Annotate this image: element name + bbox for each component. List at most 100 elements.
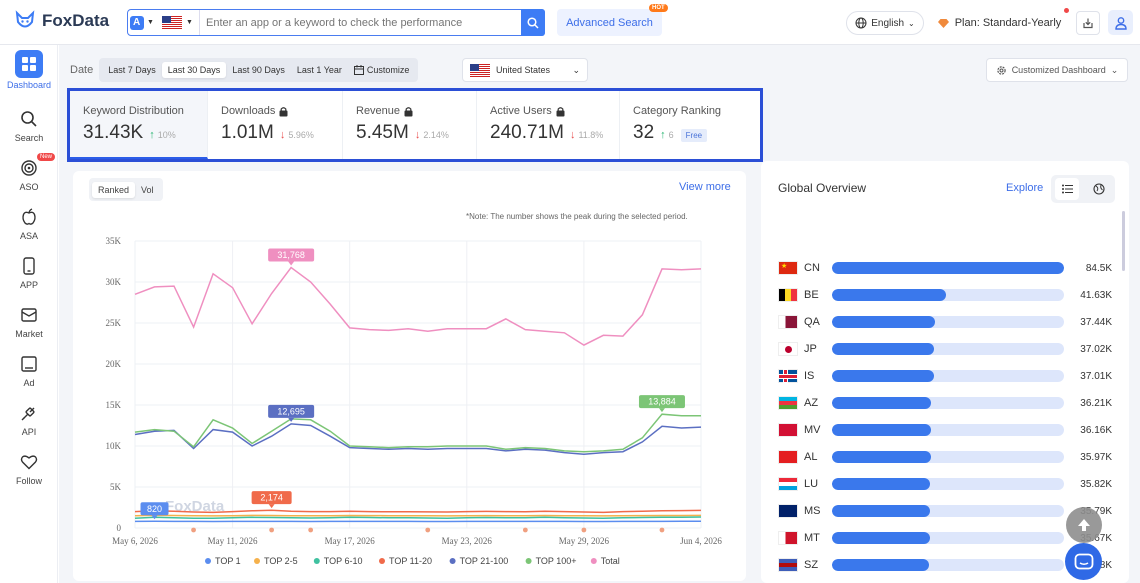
event-marker [659, 527, 665, 533]
map-view-button[interactable] [1087, 178, 1111, 200]
country-bar [832, 316, 1064, 328]
main-content: Date Last 7 Days Last 30 Days Last 90 Da… [59, 45, 1140, 583]
keyword-chart-card: Ranked Vol View more *Note: The number s… [73, 171, 746, 581]
annotation-box [638, 395, 685, 409]
customize-range-button[interactable]: Customize [348, 62, 416, 78]
country-row-al[interactable]: AL 35.97K [778, 450, 1113, 464]
country-selector[interactable]: ▼ [156, 10, 200, 35]
annotation-label: 13,884 [648, 397, 676, 407]
global-overview-card: Global Overview Explore ★ CN 84.5K BE 41.63K… [761, 161, 1129, 583]
sidebar-item-search[interactable]: Search [0, 108, 58, 143]
search-icon [527, 16, 539, 29]
sidebar-label: ASA [19, 231, 38, 241]
tab-vol[interactable]: Vol [141, 184, 154, 195]
sidebar-item-app[interactable]: APP [0, 255, 58, 290]
y-tick-label: 20K [106, 359, 122, 369]
advanced-search-label: Advanced Search [566, 16, 653, 29]
kpi-card-revenue[interactable]: Revenue 5.45M ↓ 2.14% [343, 91, 477, 159]
scrollbar[interactable] [1122, 211, 1125, 271]
plan-button[interactable]: Plan: Standard-Yearly [930, 11, 1068, 35]
mt-flag-icon [778, 531, 798, 545]
scroll-to-top-button[interactable] [1066, 507, 1102, 543]
range-option[interactable]: Last 1 Year [296, 65, 342, 75]
tab-ranked[interactable]: Ranked [92, 181, 136, 198]
search-button[interactable] [521, 9, 545, 36]
country-code: AZ [804, 397, 819, 409]
ad-icon [21, 356, 37, 372]
country-row-is[interactable]: IS 37.01K [778, 369, 1113, 383]
view-more-link[interactable]: View more [679, 181, 731, 193]
country-dropdown[interactable]: United States ⌄ [462, 58, 588, 82]
country-bar-fill [832, 289, 947, 301]
sidebar-item-market[interactable]: Market [0, 304, 58, 339]
annotation-pointer [268, 504, 275, 509]
y-tick-label: 25K [106, 318, 122, 328]
legend-label: TOP 21-100 [460, 556, 509, 566]
country-row-sz[interactable]: SZ35.48K [778, 558, 1113, 572]
country-row-qa[interactable]: QA 37.44K [778, 315, 1113, 329]
lock-icon [404, 106, 413, 116]
top-bar: FoxData A ▼ ▼ Advanced Search HOT Englis… [0, 0, 1140, 45]
country-bar [832, 262, 1064, 274]
annotation-box [251, 491, 292, 505]
advanced-search-button[interactable]: Advanced Search [557, 9, 662, 36]
country-row-ms[interactable]: MS35.79K [778, 504, 1113, 518]
user-avatar-button[interactable] [1108, 10, 1133, 35]
sidebar-item-asa[interactable]: ASA [0, 206, 58, 241]
language-selector[interactable]: English ⌄ [846, 11, 924, 35]
country-code: LU [804, 478, 819, 490]
range-option[interactable]: Last 7 Days [108, 65, 156, 75]
logo[interactable]: FoxData [14, 10, 109, 32]
legend-label: TOP 100+ [536, 556, 577, 566]
chat-button[interactable] [1065, 543, 1102, 580]
sidebar-item-follow[interactable]: Follow [0, 451, 58, 486]
kpi-delta: 2.14% [423, 130, 449, 140]
customized-dashboard-button[interactable]: Customized Dashboard ⌄ [986, 58, 1128, 82]
range-option-selected[interactable]: Last 30 Days [161, 62, 227, 78]
country-row-cn[interactable]: ★ CN 84.5K [778, 261, 1113, 275]
lock-icon [556, 106, 565, 116]
country-row-lu[interactable]: LU 35.82K [778, 477, 1113, 491]
country-value: 37.44K [1080, 316, 1112, 328]
y-tick-label: 0 [117, 523, 122, 533]
sidebar-item-dashboard[interactable]: Dashboard [0, 50, 58, 90]
store-selector[interactable]: A ▼ [128, 10, 156, 35]
sidebar-item-aso[interactable]: ASO New [0, 153, 58, 192]
sidebar-item-api[interactable]: API [0, 402, 58, 437]
arrow-down-icon: ↓ [279, 129, 286, 141]
country-row-be[interactable]: BE 41.63K [778, 288, 1113, 302]
legend-label: TOP 6-10 [324, 556, 363, 566]
range-option[interactable]: Last 90 Days [232, 65, 285, 75]
user-icon [1114, 16, 1127, 30]
calendar-icon [353, 65, 364, 75]
search-icon [21, 111, 37, 127]
annotation-pointer [658, 408, 665, 413]
country-code: BE [804, 289, 819, 301]
date-range-selector: Last 7 Days Last 30 Days Last 90 Days La… [99, 58, 419, 82]
country-code: MS [804, 505, 821, 517]
country-row-az[interactable]: AZ 36.21K [778, 396, 1113, 410]
series-line-top-6-10 [134, 516, 702, 520]
ms-flag-icon [778, 504, 798, 518]
kpi-card-keyword-distribution[interactable]: Keyword Distribution 31.43K ↑ 10% [70, 91, 208, 159]
x-tick-label: Jun 4, 2026 [680, 536, 722, 546]
annotation-label: 2,174 [260, 493, 283, 503]
list-view-button[interactable] [1055, 178, 1079, 200]
kpi-card-category-ranking[interactable]: Category Ranking 32 ↑ 6 Free [620, 91, 760, 159]
search-input[interactable] [200, 10, 521, 35]
sidebar-label: Follow [15, 476, 42, 486]
sidebar-item-ad[interactable]: Ad [0, 353, 58, 388]
download-button[interactable] [1076, 11, 1100, 35]
annotation-label: 820 [147, 504, 162, 514]
country-row-jp[interactable]: JP 37.02K [778, 342, 1113, 356]
kpi-value: 5.45M [356, 122, 409, 143]
explore-link[interactable]: Explore [1006, 182, 1044, 194]
sidebar-label: Ad [23, 378, 35, 388]
kpi-card-active-users[interactable]: Active Users 240.71M ↓ 11.8% [477, 91, 620, 159]
country-code: CN [804, 262, 820, 274]
kpi-card-downloads[interactable]: Downloads 1.01M ↓ 5.96% [208, 91, 343, 159]
series-line-top-21-100 [134, 423, 702, 455]
country-row-mt[interactable]: MT35.67K [778, 531, 1113, 545]
country-row-mv[interactable]: MV 36.16K [778, 423, 1113, 437]
country-value: 37.01K [1080, 370, 1112, 382]
